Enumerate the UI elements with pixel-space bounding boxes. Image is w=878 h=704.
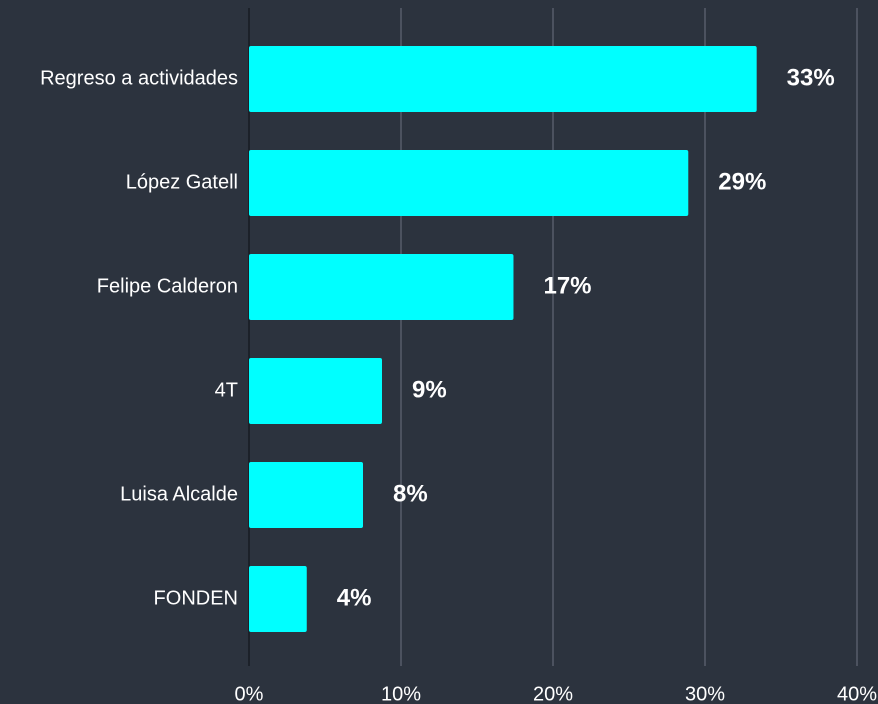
value-label: 8% <box>393 480 428 507</box>
x-tick-label: 40% <box>837 683 877 704</box>
x-tick-label: 0% <box>235 683 264 704</box>
bar <box>249 566 307 632</box>
bar <box>249 46 757 112</box>
value-label: 17% <box>543 272 591 299</box>
y-tick-label: Luisa Alcalde <box>120 483 238 505</box>
y-tick-label: 4T <box>215 379 238 401</box>
value-label: 33% <box>787 64 835 91</box>
y-tick-label: FONDEN <box>154 587 238 609</box>
bar <box>249 358 382 424</box>
x-tick-label: 20% <box>533 683 573 704</box>
y-tick-label: Felipe Calderon <box>97 275 238 297</box>
y-tick-label: López Gatell <box>126 171 238 193</box>
bar <box>249 462 363 528</box>
value-label: 4% <box>337 584 372 611</box>
value-label: 9% <box>412 376 447 403</box>
bar <box>249 254 514 320</box>
y-tick-label: Regreso a actividades <box>40 67 238 89</box>
x-tick-label: 30% <box>685 683 725 704</box>
x-tick-label: 10% <box>381 683 421 704</box>
value-label: 29% <box>718 168 766 195</box>
bar <box>249 150 689 216</box>
